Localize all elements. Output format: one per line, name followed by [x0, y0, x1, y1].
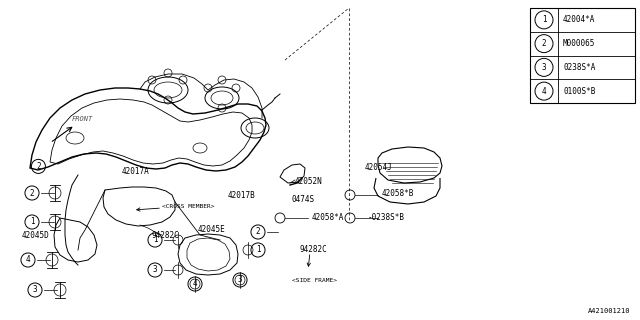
Text: 3: 3: [237, 276, 243, 284]
Text: 42045E: 42045E: [198, 226, 226, 235]
Bar: [530, 8, 635, 103]
Text: 0474S: 0474S: [292, 196, 315, 204]
Text: A421001210: A421001210: [588, 308, 630, 314]
Text: 4: 4: [26, 255, 30, 265]
Text: -0238S*B: -0238S*B: [368, 213, 405, 222]
Text: 1: 1: [541, 15, 547, 24]
Text: M000065: M000065: [563, 39, 595, 48]
Text: 2: 2: [36, 162, 41, 171]
Text: FRONT: FRONT: [72, 116, 93, 122]
Text: 42058*B: 42058*B: [382, 189, 414, 198]
Text: 1: 1: [153, 236, 157, 244]
Text: 42017B: 42017B: [228, 190, 256, 199]
Text: 42054J: 42054J: [365, 164, 393, 172]
Text: 1: 1: [256, 245, 260, 254]
Text: 2: 2: [256, 228, 260, 236]
Text: 4: 4: [541, 87, 547, 96]
Text: 94282C: 94282C: [152, 230, 180, 239]
Text: 1: 1: [29, 218, 35, 227]
Text: 0100S*B: 0100S*B: [563, 87, 595, 96]
Text: 42045D: 42045D: [22, 231, 50, 241]
Text: <CROSS MEMBER>: <CROSS MEMBER>: [162, 204, 214, 209]
Text: 2: 2: [541, 39, 547, 48]
Text: 3: 3: [33, 285, 37, 294]
Text: 94282C: 94282C: [300, 245, 328, 254]
Text: 4: 4: [193, 279, 197, 289]
Text: 2: 2: [29, 188, 35, 197]
Text: 42052N: 42052N: [295, 178, 323, 187]
Text: 0238S*A: 0238S*A: [563, 63, 595, 72]
Text: <SIDE FRAME>: <SIDE FRAME>: [292, 277, 337, 283]
Text: 3: 3: [541, 63, 547, 72]
Text: 42017A: 42017A: [122, 167, 150, 177]
Text: 3: 3: [153, 266, 157, 275]
Text: 42004*A: 42004*A: [563, 15, 595, 24]
Text: 42058*A: 42058*A: [312, 213, 344, 222]
